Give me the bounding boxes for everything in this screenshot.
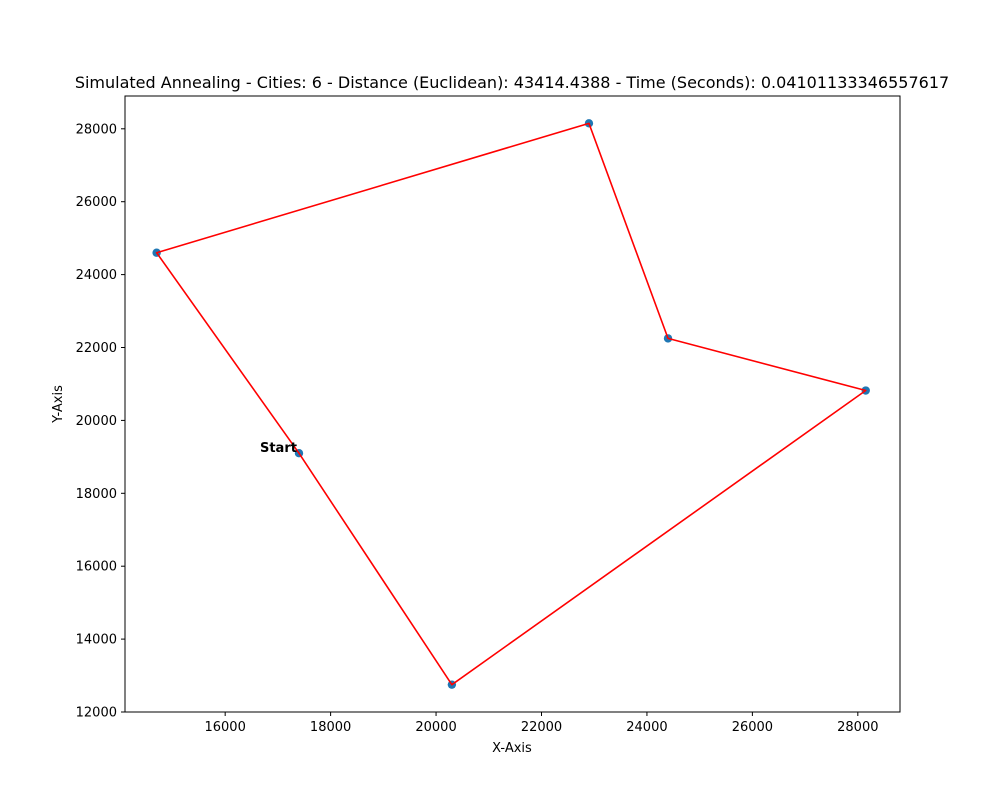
x-tick-label: 22000 [521, 720, 562, 735]
x-tick-label: 18000 [310, 720, 351, 735]
x-axis-ticks: 16000 18000 20000 22000 24000 26000 28000 [204, 712, 879, 735]
x-tick-label: 16000 [204, 720, 245, 735]
y-tick-label: 26000 [76, 195, 117, 210]
y-tick-label: 28000 [76, 122, 117, 137]
y-tick-label: 20000 [76, 414, 117, 429]
y-tick-label: 22000 [76, 341, 117, 356]
y-tick-label: 12000 [76, 706, 117, 721]
y-tick-label: 16000 [76, 560, 117, 575]
x-tick-label: 26000 [732, 720, 773, 735]
route-layer [155, 122, 867, 686]
y-tick-label: 18000 [76, 487, 117, 502]
y-axis-label: Y-Axis [51, 385, 66, 424]
x-tick-label: 20000 [415, 720, 456, 735]
x-axis-label: X-Axis [492, 741, 532, 756]
route-line [155, 122, 867, 686]
y-tick-label: 14000 [76, 633, 117, 648]
points-layer [152, 119, 870, 689]
x-tick-label: 24000 [626, 720, 667, 735]
start-label: Start [260, 441, 297, 456]
y-tick-label: 24000 [76, 268, 117, 283]
axes-frame [124, 95, 901, 713]
x-tick-label: 28000 [837, 720, 878, 735]
y-axis-ticks: 12000 14000 16000 18000 20000 22000 24000 26000… [76, 122, 125, 721]
plot-area: Start [152, 119, 870, 689]
annotation-layer: Start [260, 441, 297, 456]
chart-title: Simulated Annealing - Cities: 6 - Distan… [75, 73, 949, 92]
